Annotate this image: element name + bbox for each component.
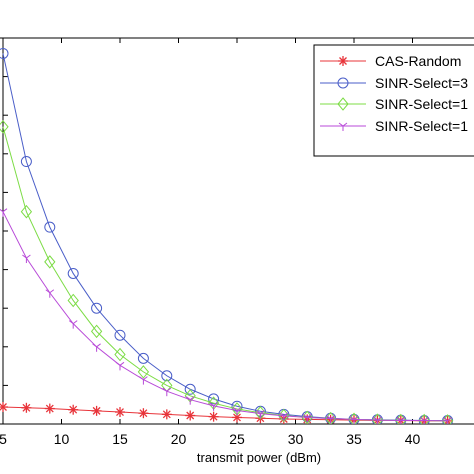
data-point xyxy=(137,365,150,379)
data-point xyxy=(338,122,348,131)
data-point xyxy=(326,415,335,424)
data-point xyxy=(139,376,148,385)
data-point xyxy=(0,402,8,413)
data-point xyxy=(91,302,103,314)
data-point xyxy=(338,56,348,66)
series-line xyxy=(2,211,448,422)
x-tick-label: 20 xyxy=(171,431,187,447)
data-point xyxy=(114,347,126,362)
data-point xyxy=(45,289,55,298)
data-point xyxy=(20,156,32,168)
legend-label: CAS-Random xyxy=(375,53,461,69)
data-point xyxy=(44,221,56,233)
data-point xyxy=(161,370,173,382)
x-axis-label: transmit power (dBm) xyxy=(197,450,321,465)
data-point xyxy=(115,361,125,371)
data-point xyxy=(68,320,78,329)
x-tick-label: 30 xyxy=(288,431,304,447)
data-point xyxy=(92,343,101,352)
data-point xyxy=(20,204,33,219)
data-point xyxy=(185,396,195,405)
x-tick-label: 15 xyxy=(112,431,128,447)
data-point xyxy=(137,352,149,364)
data-point xyxy=(419,417,429,424)
data-point xyxy=(67,293,79,308)
data-point xyxy=(208,393,220,405)
data-point xyxy=(138,408,149,419)
data-point xyxy=(0,47,9,59)
x-tick-label: 40 xyxy=(405,431,421,447)
data-point xyxy=(21,402,32,413)
legend-entry: CAS-Random xyxy=(320,53,461,69)
series-line xyxy=(2,126,448,422)
legend-label: SINR-Select=3 xyxy=(375,75,468,91)
data-point xyxy=(279,412,289,421)
data-point xyxy=(208,411,219,422)
legend-label: SINR-Select=1 xyxy=(375,96,468,112)
data-point xyxy=(232,407,242,416)
data-point xyxy=(44,403,55,414)
x-tick-label: 35 xyxy=(346,431,362,447)
data-point xyxy=(337,97,349,111)
data-point xyxy=(185,410,196,421)
data-point xyxy=(114,329,126,341)
data-point xyxy=(162,387,172,397)
data-point xyxy=(337,77,349,89)
data-point xyxy=(349,415,359,424)
x-tick-label: 5 xyxy=(0,431,7,447)
legend-entry: SINR-Select=1 xyxy=(320,118,468,134)
x-tick-label: 10 xyxy=(54,431,70,447)
data-point xyxy=(115,407,125,418)
data-point xyxy=(184,383,196,395)
series-3 xyxy=(0,208,452,424)
data-point xyxy=(443,417,452,424)
data-point xyxy=(0,119,9,134)
data-point xyxy=(0,208,8,217)
legend: CAS-Random SINR-Select=3 SINR-Select=1 SINR… xyxy=(313,44,474,157)
legend-entry: SINR-Select=3 xyxy=(320,75,468,91)
series-0 xyxy=(0,402,453,424)
x-tick-label: 25 xyxy=(229,431,245,447)
data-point xyxy=(373,416,382,424)
data-point xyxy=(91,405,102,416)
data-point xyxy=(68,404,79,415)
data-point xyxy=(90,324,103,339)
legend-entry: SINR-Select=1 xyxy=(320,96,468,112)
data-point xyxy=(44,255,56,269)
data-point xyxy=(67,267,79,279)
axes: 5 10 15 20 25 30 35 40 xyxy=(0,37,474,447)
data-point xyxy=(396,417,406,424)
series-layer xyxy=(0,47,454,424)
data-point xyxy=(209,402,218,411)
data-point xyxy=(161,409,172,420)
data-point xyxy=(302,414,312,423)
data-point xyxy=(22,254,31,264)
data-point xyxy=(256,410,265,419)
legend-label: SINR-Select=1 xyxy=(375,118,468,134)
